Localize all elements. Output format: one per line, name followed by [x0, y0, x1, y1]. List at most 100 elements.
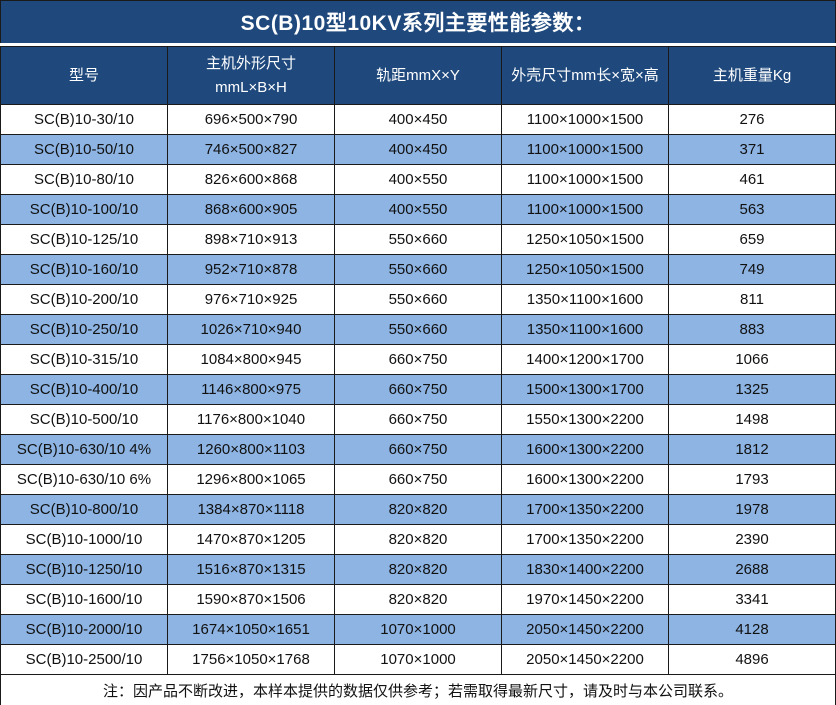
table-cell: SC(B)10-400/10: [0, 374, 168, 405]
table-cell: 1296×800×1065: [167, 464, 335, 495]
table-cell: 820×820: [334, 524, 502, 555]
table-cell: 1700×1350×2200: [501, 524, 669, 555]
column-header-model: 型号: [0, 46, 168, 105]
table-cell: 3341: [668, 584, 836, 615]
table-cell: SC(B)10-200/10: [0, 284, 168, 315]
page-title: SC(B)10型10KV系列主要性能参数：: [0, 0, 836, 43]
table-row: SC(B)10-500/10 1176×800×1040 660×750 1550×1…: [0, 404, 836, 435]
footnote-row: 注：因产品不断改进，本样本提供的数据仅供参考；若需取得最新尺寸，请及时与本公司联…: [0, 674, 836, 705]
table-cell: 1100×1000×1500: [501, 104, 669, 135]
table-cell: 1674×1050×1651: [167, 614, 335, 645]
table-cell: 1146×800×975: [167, 374, 335, 405]
table-cell: SC(B)10-630/10 6%: [0, 464, 168, 495]
table-cell: 898×710×913: [167, 224, 335, 255]
table-cell: 820×820: [334, 554, 502, 585]
table-cell: SC(B)10-50/10: [0, 134, 168, 165]
table-footer: 注：因产品不断改进，本样本提供的数据仅供参考；若需取得最新尺寸，请及时与本公司联…: [0, 674, 836, 705]
table-cell: 1100×1000×1500: [501, 164, 669, 195]
table-cell: 976×710×925: [167, 284, 335, 315]
table-cell: 659: [668, 224, 836, 255]
table-row: SC(B)10-2000/10 1674×1050×1651 1070×1000 20…: [0, 614, 836, 645]
table-cell: 400×450: [334, 134, 502, 165]
table-cell: 660×750: [334, 374, 502, 405]
table-cell: SC(B)10-80/10: [0, 164, 168, 195]
column-header-weight: 主机重量Kg: [668, 46, 836, 105]
table-cell: 1812: [668, 434, 836, 465]
table-row: SC(B)10-630/10 6% 1296×800×1065 660×750 160…: [0, 464, 836, 495]
table-cell: SC(B)10-160/10: [0, 254, 168, 285]
table-row: SC(B)10-1600/10 1590×870×1506 820×820 1970×…: [0, 584, 836, 615]
table-row: SC(B)10-250/10 1026×710×940 550×660 1350×11…: [0, 314, 836, 345]
table-cell: 1590×870×1506: [167, 584, 335, 615]
table-cell: SC(B)10-1250/10: [0, 554, 168, 585]
spec-table: 型号 主机外形尺寸 mmL×B×H 轨距mmX×Y 外壳尺寸mm长×宽×高 主机…: [0, 46, 836, 705]
table-cell: SC(B)10-100/10: [0, 194, 168, 225]
table-cell: 1250×1050×1500: [501, 254, 669, 285]
table-cell: 1793: [668, 464, 836, 495]
table-cell: 1978: [668, 494, 836, 525]
header-row: 型号 主机外形尺寸 mmL×B×H 轨距mmX×Y 外壳尺寸mm长×宽×高 主机…: [0, 46, 836, 105]
table-cell: 1970×1450×2200: [501, 584, 669, 615]
table-cell: 1600×1300×2200: [501, 464, 669, 495]
table-cell: 550×660: [334, 224, 502, 255]
table-cell: 2050×1450×2200: [501, 644, 669, 675]
table-cell: 826×600×868: [167, 164, 335, 195]
table-cell: 400×550: [334, 194, 502, 225]
table-cell: 660×750: [334, 434, 502, 465]
table-cell: 2390: [668, 524, 836, 555]
table-cell: SC(B)10-1000/10: [0, 524, 168, 555]
table-body: SC(B)10-30/10 696×500×790 400×450 1100×1000…: [0, 104, 836, 675]
column-header-main-dimensions: 主机外形尺寸 mmL×B×H: [167, 46, 335, 105]
table-row: SC(B)10-400/10 1146×800×975 660×750 1500×13…: [0, 374, 836, 405]
title-divider: [0, 43, 836, 46]
column-header-rail-gauge: 轨距mmX×Y: [334, 46, 502, 105]
table-row: SC(B)10-200/10 976×710×925 550×660 1350×110…: [0, 284, 836, 315]
table-cell: 2688: [668, 554, 836, 585]
table-row: SC(B)10-630/10 4% 1260×800×1103 660×750 160…: [0, 434, 836, 465]
table-cell: 550×660: [334, 284, 502, 315]
table-cell: 1325: [668, 374, 836, 405]
table-cell: 746×500×827: [167, 134, 335, 165]
table-cell: SC(B)10-315/10: [0, 344, 168, 375]
table-cell: 811: [668, 284, 836, 315]
column-header-shell-dimensions: 外壳尺寸mm长×宽×高: [501, 46, 669, 105]
table-cell: SC(B)10-30/10: [0, 104, 168, 135]
table-cell: 660×750: [334, 404, 502, 435]
table-cell: 1830×1400×2200: [501, 554, 669, 585]
table-cell: 276: [668, 104, 836, 135]
table-cell: 4128: [668, 614, 836, 645]
table-cell: 696×500×790: [167, 104, 335, 135]
table-header: 型号 主机外形尺寸 mmL×B×H 轨距mmX×Y 外壳尺寸mm长×宽×高 主机…: [0, 46, 836, 105]
table-cell: 660×750: [334, 464, 502, 495]
table-cell: 1400×1200×1700: [501, 344, 669, 375]
table-cell: 1100×1000×1500: [501, 194, 669, 225]
table-cell: 1550×1300×2200: [501, 404, 669, 435]
table-row: SC(B)10-315/10 1084×800×945 660×750 1400×12…: [0, 344, 836, 375]
table-cell: SC(B)10-2500/10: [0, 644, 168, 675]
table-cell: 1350×1100×1600: [501, 314, 669, 345]
table-cell: 1498: [668, 404, 836, 435]
table-cell: 1066: [668, 344, 836, 375]
table-row: SC(B)10-160/10 952×710×878 550×660 1250×105…: [0, 254, 836, 285]
table-cell: 1250×1050×1500: [501, 224, 669, 255]
table-cell: 2050×1450×2200: [501, 614, 669, 645]
table-cell: 820×820: [334, 584, 502, 615]
table-cell: 1350×1100×1600: [501, 284, 669, 315]
table-cell: 371: [668, 134, 836, 165]
table-cell: 1176×800×1040: [167, 404, 335, 435]
table-row: SC(B)10-800/10 1384×870×1118 820×820 1700×1…: [0, 494, 836, 525]
table-cell: SC(B)10-1600/10: [0, 584, 168, 615]
table-cell: SC(B)10-250/10: [0, 314, 168, 345]
table-cell: 749: [668, 254, 836, 285]
table-cell: 1384×870×1118: [167, 494, 335, 525]
table-cell: 1026×710×940: [167, 314, 335, 345]
table-cell: 1084×800×945: [167, 344, 335, 375]
table-cell: 1516×870×1315: [167, 554, 335, 585]
table-row: SC(B)10-80/10 826×600×868 400×550 1100×1000…: [0, 164, 836, 195]
table-cell: SC(B)10-800/10: [0, 494, 168, 525]
table-row: SC(B)10-125/10 898×710×913 550×660 1250×105…: [0, 224, 836, 255]
table-cell: 1470×870×1205: [167, 524, 335, 555]
table-row: SC(B)10-1000/10 1470×870×1205 820×820 1700×…: [0, 524, 836, 555]
table-cell: 461: [668, 164, 836, 195]
